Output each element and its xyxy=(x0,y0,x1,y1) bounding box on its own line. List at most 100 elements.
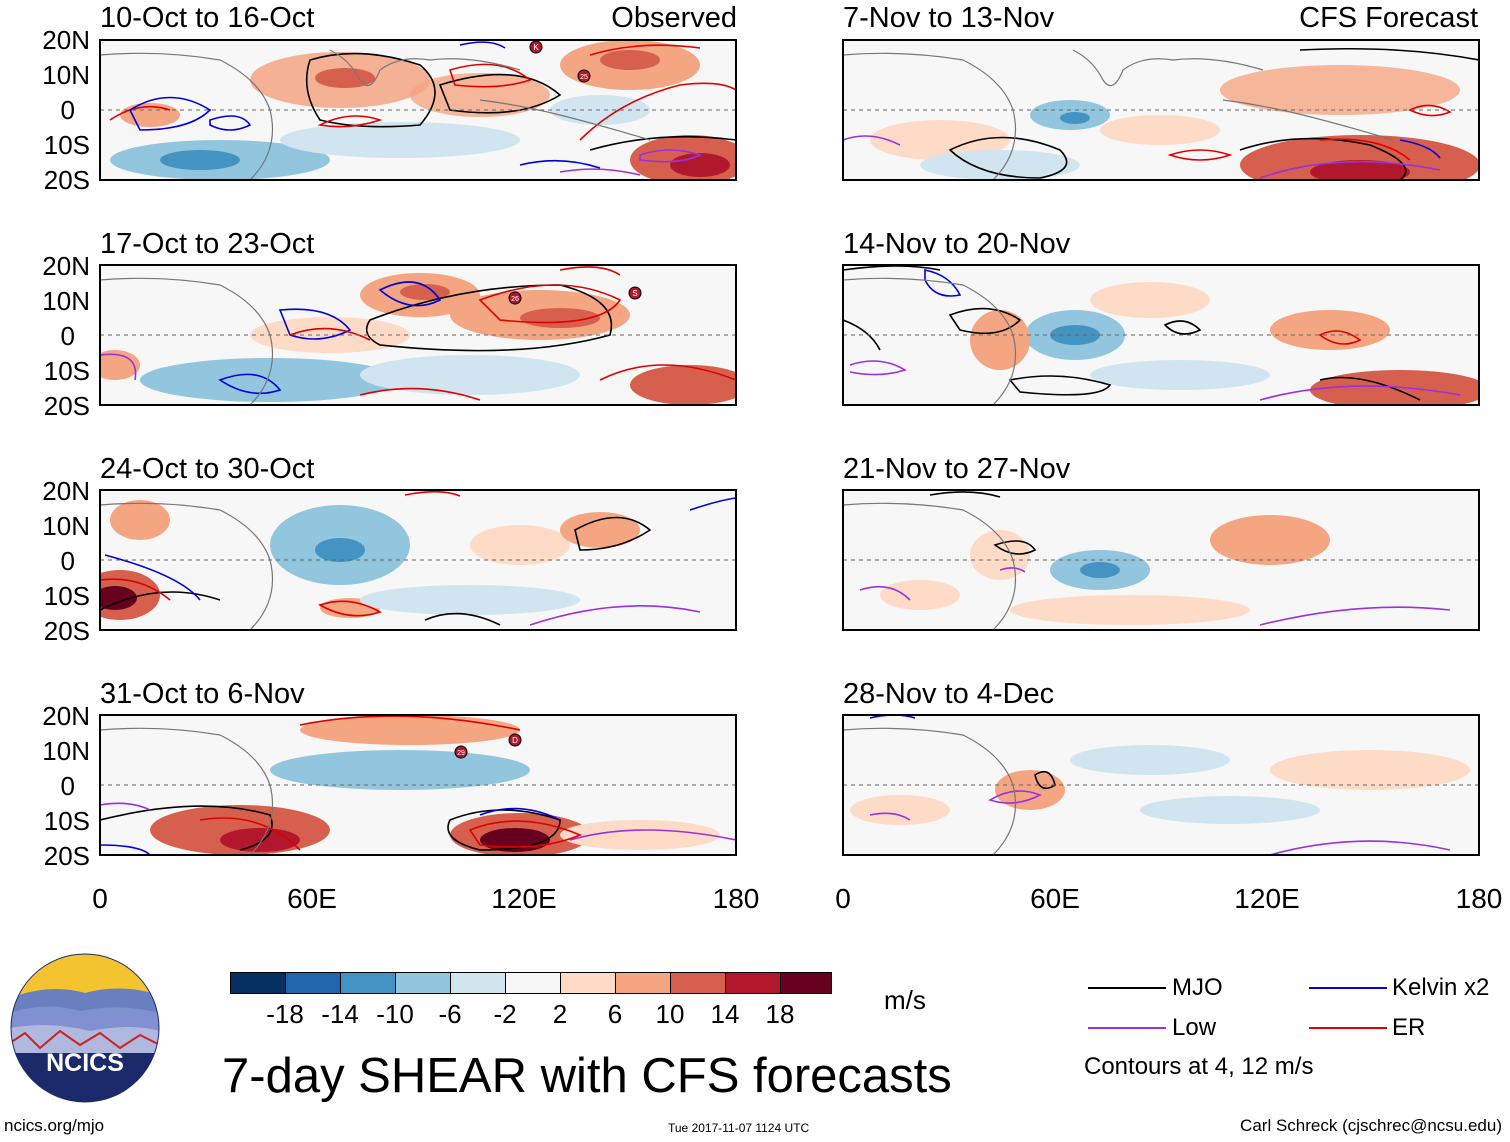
colorbar-swatch xyxy=(725,972,781,994)
legend-label-er: ER xyxy=(1392,1014,1426,1041)
x-tick-60e-right: 60E xyxy=(1030,883,1080,914)
storm-markers: K 25 26 S 29 D xyxy=(454,40,642,759)
storm-marker-k: K xyxy=(529,40,543,54)
legend-label-kelvin: Kelvin x2 xyxy=(1392,974,1490,1001)
y-tick-10n: 10N xyxy=(42,286,90,316)
colorbar-tick: -14 xyxy=(321,999,359,1029)
colorbar-tick: 2 xyxy=(552,999,568,1029)
colorbar-tick: 14 xyxy=(710,999,740,1029)
colorbar-swatch xyxy=(505,972,561,994)
colorbar-swatch xyxy=(285,972,341,994)
x-tick-180-right: 180 xyxy=(1455,883,1503,914)
panel-3-title: 17-Oct to 23-Oct xyxy=(100,228,315,260)
y-tick-10s: 10S xyxy=(43,130,90,160)
map-panel-3 xyxy=(100,265,736,405)
svg-text:D: D xyxy=(512,736,518,745)
svg-text:K: K xyxy=(533,43,539,52)
y-tick-eq: 0 xyxy=(60,95,75,125)
y-tick-20n: 20N xyxy=(42,701,90,731)
storm-marker-26: 26 xyxy=(508,291,522,305)
x-tick-0-right: 0 xyxy=(835,883,851,914)
map-panel-1 xyxy=(100,40,736,180)
y-tick-eq: 0 xyxy=(60,771,75,801)
colorbar-swatch xyxy=(615,972,671,994)
y-tick-eq: 0 xyxy=(60,546,75,576)
colorbar-swatch xyxy=(340,972,396,994)
legend-label-low: Low xyxy=(1172,1014,1217,1041)
colorbar-tick: -2 xyxy=(493,999,517,1029)
colorbar-tick: -18 xyxy=(266,999,304,1029)
ncics-logo-mark xyxy=(10,953,160,1103)
panel-8-title: 28-Nov to 4-Dec xyxy=(843,678,1055,710)
legend-line-er xyxy=(1309,1027,1387,1029)
footer-credit: Carl Schreck (cjschrec@ncsu.edu) xyxy=(1240,1116,1502,1135)
storm-marker-25: 25 xyxy=(577,69,591,83)
storm-marker-29: 29 xyxy=(454,745,468,759)
panel-5-title: 24-Oct to 30-Oct xyxy=(100,453,315,485)
colorbar-tick: -10 xyxy=(376,999,414,1029)
footer-url: ncics.org/mjo xyxy=(4,1116,105,1135)
legend-line-mjo xyxy=(1088,987,1166,989)
y-tick-20n: 20N xyxy=(42,251,90,281)
panel-6-title: 21-Nov to 27-Nov xyxy=(843,453,1071,485)
y-tick-10s: 10S xyxy=(43,806,90,836)
y-tick-10n: 10N xyxy=(42,511,90,541)
map-panel-4 xyxy=(843,265,1479,405)
y-tick-10s: 10S xyxy=(43,356,90,386)
colorbar-swatch xyxy=(395,972,451,994)
map-panel-8 xyxy=(843,715,1479,855)
y-tick-10s: 10S xyxy=(43,581,90,611)
colorbar-tick: 6 xyxy=(607,999,623,1029)
y-tick-eq: 0 xyxy=(60,321,75,351)
colorbar-swatch xyxy=(450,972,506,994)
colorbar-tick: -6 xyxy=(438,999,462,1029)
x-tick-120e-left: 120E xyxy=(491,883,557,914)
ncics-logo-text: NCICS xyxy=(46,1049,124,1077)
ncics-logo: NCICS xyxy=(10,953,160,1103)
footer-timestamp: Tue 2017-11-07 1124 UTC xyxy=(668,1121,810,1135)
y-tick-20s: 20S xyxy=(43,616,90,646)
svg-text:S: S xyxy=(632,289,637,298)
legend-line-kelvin xyxy=(1309,987,1387,989)
legend-label-mjo: MJO xyxy=(1172,974,1223,1001)
coastlines xyxy=(99,49,1394,856)
svg-text:25: 25 xyxy=(580,74,588,81)
panel-1-title: 10-Oct to 16-Oct xyxy=(100,2,315,34)
colorbar-unit: m/s xyxy=(884,985,926,1015)
y-tick-20n: 20N xyxy=(42,25,90,55)
y-tick-20s: 20S xyxy=(43,391,90,421)
panel-2-tag: CFS Forecast xyxy=(1299,2,1478,34)
legend-line-low xyxy=(1088,1027,1166,1029)
map-panels: K 25 26 S 29 D xyxy=(99,39,1480,856)
x-tick-60e-left: 60E xyxy=(287,883,337,914)
figure-title: 7-day SHEAR with CFS forecasts xyxy=(222,1049,952,1103)
x-tick-0-left: 0 xyxy=(92,883,108,914)
storm-marker-d: D xyxy=(508,733,522,747)
colorbar-swatch xyxy=(560,972,616,994)
colorbar-swatch xyxy=(780,972,832,994)
x-tick-120e-right: 120E xyxy=(1234,883,1300,914)
map-panel-5 xyxy=(100,490,736,630)
colorbar-tick: 18 xyxy=(765,999,795,1029)
colorbar-tick: 10 xyxy=(655,999,685,1029)
panel-1-tag: Observed xyxy=(611,2,737,34)
svg-text:26: 26 xyxy=(511,296,519,303)
colorbar-swatch xyxy=(670,972,726,994)
y-tick-10n: 10N xyxy=(42,736,90,766)
x-tick-180-left: 180 xyxy=(712,883,760,914)
map-panel-6 xyxy=(843,490,1479,630)
colorbar-swatch xyxy=(230,972,286,994)
map-panel-7 xyxy=(100,715,736,855)
panel-2-title: 7-Nov to 13-Nov xyxy=(843,2,1055,34)
map-panel-2 xyxy=(843,40,1479,180)
panel-7-title: 31-Oct to 6-Nov xyxy=(100,678,305,710)
y-tick-20s: 20S xyxy=(43,841,90,871)
legend-note: Contours at 4, 12 m/s xyxy=(1084,1053,1314,1080)
panel-frames xyxy=(99,39,1480,856)
y-tick-20n: 20N xyxy=(42,476,90,506)
storm-marker-s: S xyxy=(628,286,642,300)
panel-4-title: 14-Nov to 20-Nov xyxy=(843,228,1071,260)
y-tick-10n: 10N xyxy=(42,60,90,90)
svg-text:29: 29 xyxy=(457,750,465,757)
y-tick-20s: 20S xyxy=(43,165,90,195)
